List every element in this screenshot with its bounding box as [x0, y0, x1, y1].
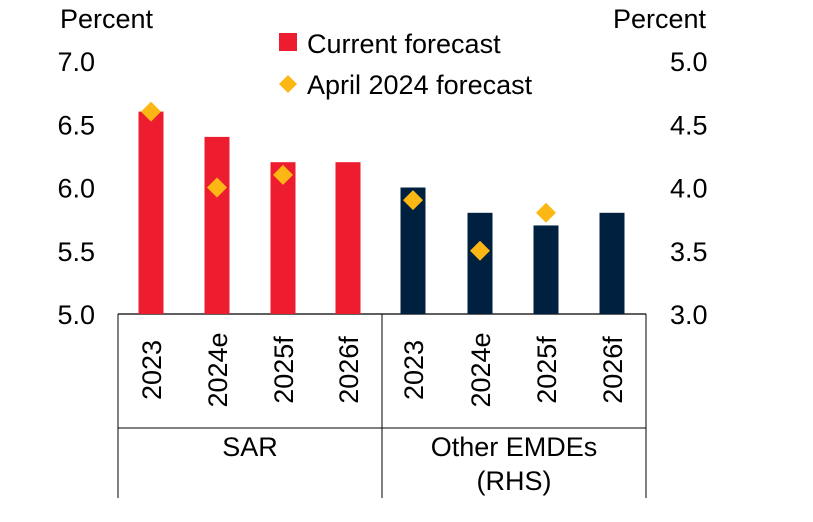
left-axis-tick-label: 6.0 [57, 174, 95, 204]
bar-current-forecast [204, 136, 230, 314]
category-tick-label: 2024e [466, 332, 496, 407]
right-axis-tick-label: 4.0 [670, 174, 708, 204]
marker-april-2024-forecast [403, 190, 423, 211]
left-axis-tick-label: 5.0 [57, 300, 95, 330]
marker-april-2024-forecast [536, 202, 556, 223]
marker-april-2024-forecast [470, 240, 490, 261]
group-label: Other EMDEs (RHS) [431, 432, 598, 496]
left-axis-tick-label: 6.5 [57, 110, 95, 140]
right-axis-tick-label: 5.0 [670, 47, 708, 77]
legend-label: April 2024 forecast [307, 70, 533, 100]
bar-current-forecast [467, 212, 493, 314]
left-axis-unit: Percent [60, 4, 154, 34]
group-label: SAR [222, 432, 278, 462]
markers-layer [141, 101, 556, 261]
marker-april-2024-forecast [207, 177, 227, 198]
right-axis-unit: Percent [613, 4, 707, 34]
right-axis-tick-label: 3.5 [670, 237, 708, 267]
category-tick-label: 2025f [269, 336, 299, 404]
category-tick-label: 2025f [532, 336, 562, 404]
category-tick-label: 2024e [203, 332, 233, 407]
legend: Current forecast April 2024 forecast [279, 29, 533, 100]
bar-current-forecast [599, 212, 625, 314]
legend-swatch-square [279, 33, 297, 51]
bar-current-forecast [533, 225, 559, 314]
category-tick-label: 2026f [334, 336, 364, 404]
bars-layer [138, 111, 625, 314]
bar-current-forecast [335, 162, 361, 314]
legend-swatch-diamond [279, 75, 297, 93]
right-axis-tick-label: 3.0 [670, 300, 708, 330]
bar-current-forecast [270, 162, 296, 314]
marker-april-2024-forecast [141, 101, 161, 122]
labels-layer: 2023 2024e 2025f 2026f SAR 2023 2024e 2025f 2026… [137, 332, 628, 496]
category-tick-label: 2026f [598, 336, 628, 404]
marker-april-2024-forecast [273, 164, 293, 185]
category-tick-label: 2023 [137, 340, 167, 400]
right-axis-tick-label: 4.5 [670, 110, 708, 140]
category-tick-label: 2023 [399, 340, 429, 400]
legend-label: Current forecast [307, 29, 501, 59]
left-axis-tick-label: 7.0 [57, 47, 95, 77]
bar-current-forecast [138, 111, 164, 314]
left-axis-tick-label: 5.5 [57, 237, 95, 267]
axes-layer: 5.0 5.5 6.0 6.5 7.0 3.0 3.5 4.0 4.5 5.0 Percent Per… [57, 4, 708, 498]
